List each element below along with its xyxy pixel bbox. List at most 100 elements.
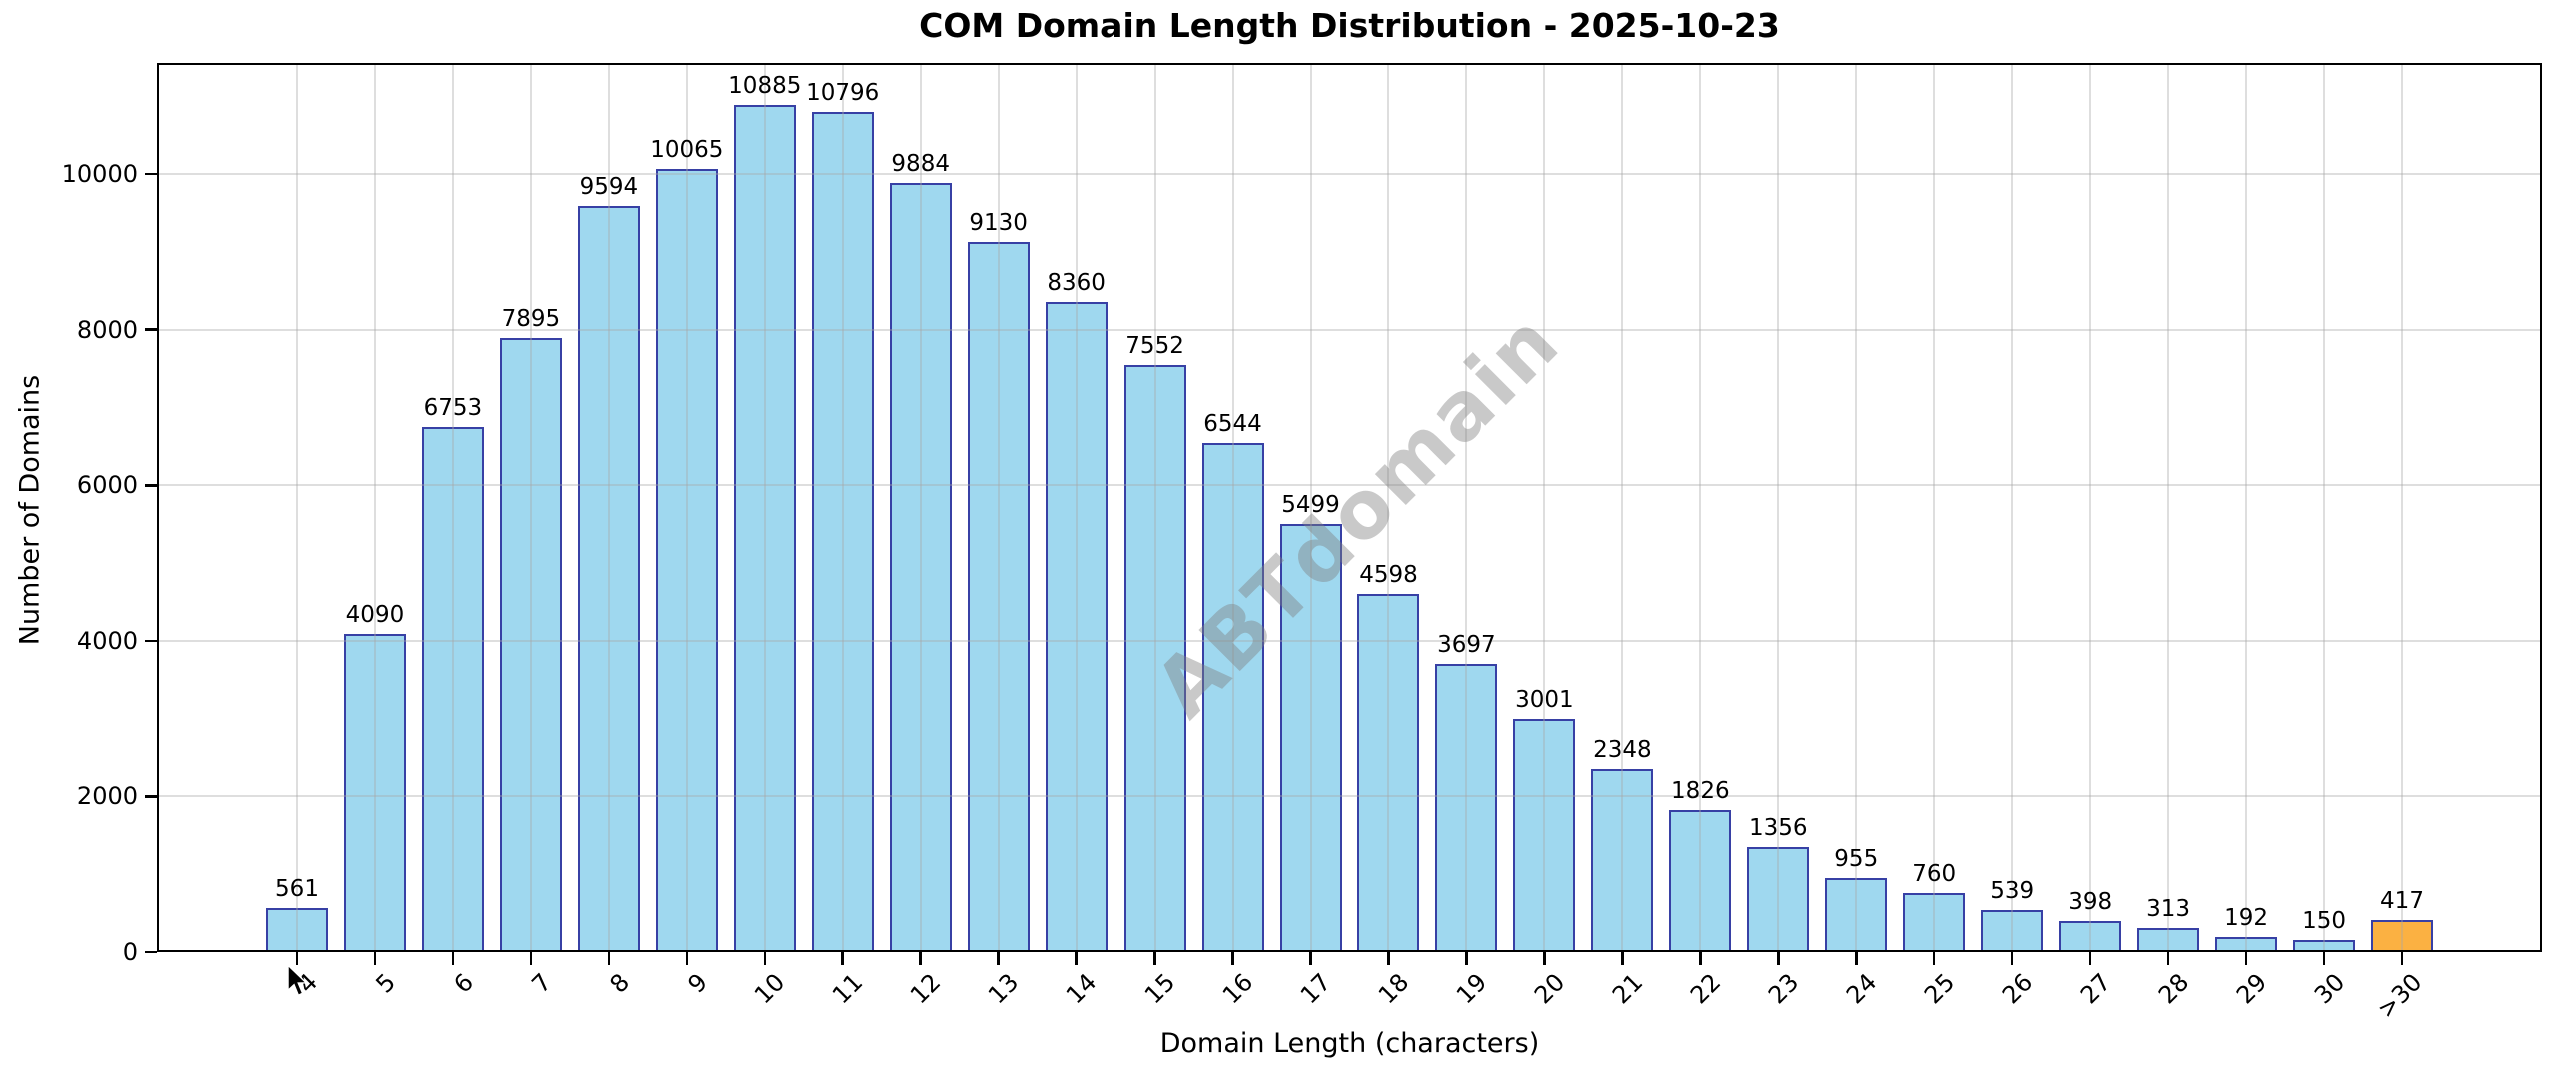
v-gridline bbox=[2011, 63, 2014, 952]
v-gridline bbox=[529, 63, 532, 952]
bar-value-label: 150 bbox=[2302, 908, 2346, 935]
x-tick-mark bbox=[1075, 952, 1078, 965]
x-tick-mark bbox=[1777, 952, 1780, 965]
x-tick-label: 18 bbox=[1372, 968, 1415, 1010]
bar bbox=[655, 169, 718, 952]
bar bbox=[1981, 910, 2044, 952]
bar bbox=[1201, 442, 1264, 952]
bar-value-label: 398 bbox=[2068, 889, 2113, 916]
bar bbox=[421, 426, 484, 952]
x-tick-mark bbox=[2322, 952, 2326, 965]
x-tick-label: 7 bbox=[526, 968, 557, 999]
h-gridline bbox=[157, 173, 2542, 176]
bar-value-label: 561 bbox=[275, 876, 319, 903]
bar-value-label: 417 bbox=[2380, 887, 2424, 914]
y-tick-mark bbox=[145, 328, 157, 331]
v-gridline bbox=[2089, 63, 2092, 952]
bar-value-label: 9130 bbox=[969, 209, 1028, 236]
bar bbox=[1123, 364, 1186, 952]
x-tick-mark bbox=[1932, 952, 1936, 965]
v-gridline bbox=[1231, 63, 1234, 952]
bar-value-label: 10796 bbox=[806, 80, 880, 107]
x-tick-label: 23 bbox=[1762, 968, 1805, 1010]
x-tick-mark bbox=[2244, 952, 2248, 965]
x-tick-label: 26 bbox=[1996, 968, 2038, 1010]
x-tick-label: 20 bbox=[1528, 968, 1571, 1010]
bar-value-label: 4090 bbox=[345, 601, 405, 628]
x-tick-mark bbox=[1543, 952, 1546, 965]
bar-value-label: 10065 bbox=[650, 137, 724, 164]
bar bbox=[577, 205, 640, 952]
v-gridline bbox=[2245, 63, 2248, 952]
x-tick-label: 24 bbox=[1840, 968, 1883, 1010]
x-tick-label: 27 bbox=[2074, 968, 2116, 1010]
v-gridline bbox=[1621, 63, 1624, 952]
bar-value-label: 5499 bbox=[1281, 492, 1340, 519]
bar-value-label: 3001 bbox=[1515, 686, 1574, 713]
x-tick-label: 15 bbox=[1138, 968, 1181, 1010]
v-gridline bbox=[1387, 63, 1390, 952]
x-tick-mark bbox=[373, 952, 377, 965]
bar-value-label: 10885 bbox=[728, 73, 802, 100]
x-tick-label: >30 bbox=[2372, 968, 2428, 1024]
x-tick-mark bbox=[607, 952, 611, 965]
bar-value-label: 2348 bbox=[1593, 737, 1652, 764]
x-tick-label: 6 bbox=[448, 968, 479, 999]
bar bbox=[1591, 769, 1654, 952]
bar bbox=[2059, 921, 2122, 952]
x-tick-label: 19 bbox=[1450, 968, 1493, 1010]
x-tick-mark bbox=[919, 952, 922, 965]
bar-value-label: 760 bbox=[1912, 860, 1957, 887]
v-gridline bbox=[607, 63, 610, 952]
v-gridline bbox=[1465, 63, 1468, 952]
y-tick-mark bbox=[145, 795, 157, 798]
x-tick-label: 12 bbox=[905, 968, 947, 1010]
bar-value-label: 8360 bbox=[1047, 269, 1106, 296]
v-gridline bbox=[451, 63, 454, 952]
x-tick-mark bbox=[451, 952, 455, 965]
y-tick-mark bbox=[145, 950, 157, 954]
bar-value-label: 313 bbox=[2146, 895, 2191, 922]
bar bbox=[733, 105, 796, 952]
bar-value-label: 6753 bbox=[423, 394, 483, 421]
x-tick-label: 25 bbox=[1918, 968, 1961, 1010]
x-tick-label: 8 bbox=[604, 968, 635, 999]
v-gridline bbox=[1309, 63, 1312, 952]
bar bbox=[1435, 664, 1498, 952]
h-gridline bbox=[157, 639, 2542, 642]
x-tick-mark bbox=[1231, 952, 1234, 965]
y-tick-label: 2000 bbox=[76, 782, 138, 811]
x-tick-mark bbox=[2400, 952, 2404, 965]
bar-value-label: 6544 bbox=[1203, 410, 1262, 437]
x-tick-mark bbox=[763, 952, 767, 965]
v-gridline bbox=[841, 63, 844, 952]
bar-value-label: 3697 bbox=[1437, 632, 1496, 659]
x-axis-title: Domain Length (characters) bbox=[1159, 1028, 1540, 1059]
bar bbox=[967, 241, 1030, 952]
y-tick-mark bbox=[145, 484, 157, 487]
y-axis-title: Number of Domains bbox=[14, 374, 46, 646]
x-tick-label: 11 bbox=[827, 968, 869, 1010]
x-tick-mark bbox=[1855, 952, 1858, 965]
y-tick-label: 6000 bbox=[76, 471, 138, 500]
bar-value-label: 9594 bbox=[579, 173, 639, 200]
v-gridline bbox=[296, 63, 298, 952]
bar bbox=[2137, 927, 2200, 952]
x-tick-label: 29 bbox=[2230, 968, 2272, 1010]
v-gridline bbox=[1933, 63, 1936, 952]
x-tick-label: 17 bbox=[1294, 968, 1337, 1010]
bar bbox=[343, 633, 406, 952]
bar bbox=[499, 337, 562, 952]
bar bbox=[811, 112, 874, 952]
y-tick-mark bbox=[145, 639, 157, 643]
chart-title: COM Domain Length Distribution - 2025-10… bbox=[919, 6, 1780, 45]
x-tick-mark bbox=[1309, 952, 1312, 965]
bar-value-label: 7552 bbox=[1125, 332, 1184, 359]
v-gridline bbox=[1699, 63, 1702, 952]
bar bbox=[1747, 846, 1810, 952]
x-tick-mark bbox=[685, 952, 689, 965]
bar bbox=[1357, 594, 1420, 952]
v-gridline bbox=[2401, 63, 2403, 952]
bar-value-label: 7895 bbox=[501, 305, 561, 332]
